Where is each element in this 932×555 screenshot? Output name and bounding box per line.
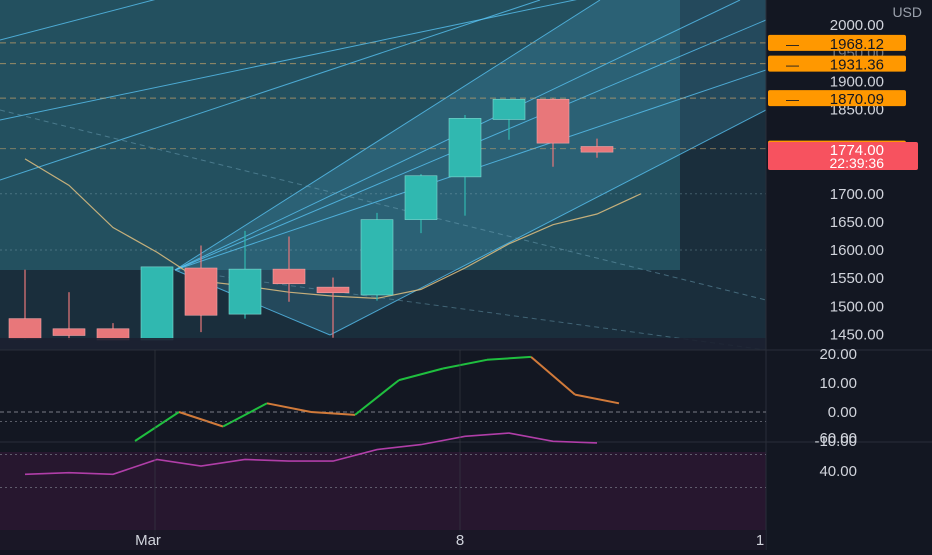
oscillator-line-segment (178, 411, 224, 428)
candle-body (404, 175, 438, 220)
candle-body (272, 268, 306, 285)
candle-body (228, 268, 262, 315)
candle-body (184, 267, 218, 316)
price-badge-label: 1968.12 (830, 36, 884, 53)
channel-line[interactable] (0, 0, 766, 41)
oscillator-line-segment (222, 402, 268, 428)
candle-body (52, 328, 86, 336)
price-axis-label: 1450.00 (830, 326, 884, 343)
oscillator-line-segment (310, 411, 356, 416)
oscillator-line-segment (134, 411, 180, 442)
oscillator-axis-label: 20.00 (819, 346, 857, 363)
price-badge[interactable] (768, 55, 906, 72)
oscillator-axis-label: -10.00 (814, 433, 857, 450)
time-axis-label: Mar (135, 532, 161, 549)
price-badge[interactable] (768, 90, 906, 107)
last-price-countdown: 22:39:36 (830, 155, 885, 171)
candle-body (536, 98, 570, 144)
price-badge-tick: — (786, 58, 799, 73)
price-axis-label: 1500.00 (830, 298, 884, 315)
price-badge-tick: — (786, 37, 799, 52)
oscillator-line-segment (398, 367, 444, 382)
time-axis-label: 1 (756, 532, 764, 549)
price-badge-label: 1870.09 (830, 91, 884, 108)
price-badge-tick: — (786, 92, 799, 107)
candle-body (448, 118, 482, 178)
price-badge[interactable] (768, 34, 906, 51)
time-axis-label: 8 (456, 532, 464, 549)
price-axis-label: 1550.00 (830, 270, 884, 287)
price-axis-label: 1600.00 (830, 242, 884, 259)
oscillator-line-segment (266, 402, 312, 413)
channel-line[interactable] (174, 0, 601, 271)
candle-body (8, 318, 42, 340)
price-axis-label: 1900.00 (830, 73, 884, 90)
price-axis-label: 1650.00 (830, 214, 884, 231)
oscillator-line-segment (530, 356, 576, 396)
rsi-axis-label: 40.00 (819, 463, 857, 480)
oscillator-line-segment (486, 355, 532, 361)
time-axis-background (0, 530, 766, 550)
candle-body (140, 266, 174, 341)
channel-line[interactable] (329, 109, 767, 336)
last-price-value: 1774.00 (830, 142, 884, 159)
candle-body (360, 219, 394, 296)
price-axis-label: 2000.00 (830, 17, 884, 34)
rsi-axis-label: 60.00 (819, 430, 857, 447)
oscillator-axis-label: 10.00 (819, 375, 857, 392)
currency-label: USD (892, 4, 922, 20)
oscillator-line-segment (354, 379, 400, 416)
rsi-line (24, 432, 598, 476)
oscillator-line-segment (442, 358, 488, 370)
candle-body (492, 98, 526, 120)
candle-body (316, 286, 350, 294)
channel-line[interactable] (0, 0, 766, 121)
oscillator-line-segment (574, 393, 620, 405)
channel-line[interactable] (0, 0, 541, 181)
last-price-badge[interactable] (768, 142, 918, 170)
candle-body (580, 146, 614, 153)
price-badge-label: 1931.36 (830, 57, 884, 74)
price-axis-label: 1700.00 (830, 186, 884, 203)
main-pane-bottom (0, 338, 766, 350)
median-dashed-line[interactable] (0, 109, 767, 301)
oscillator-axis-label: 0.00 (828, 404, 857, 421)
